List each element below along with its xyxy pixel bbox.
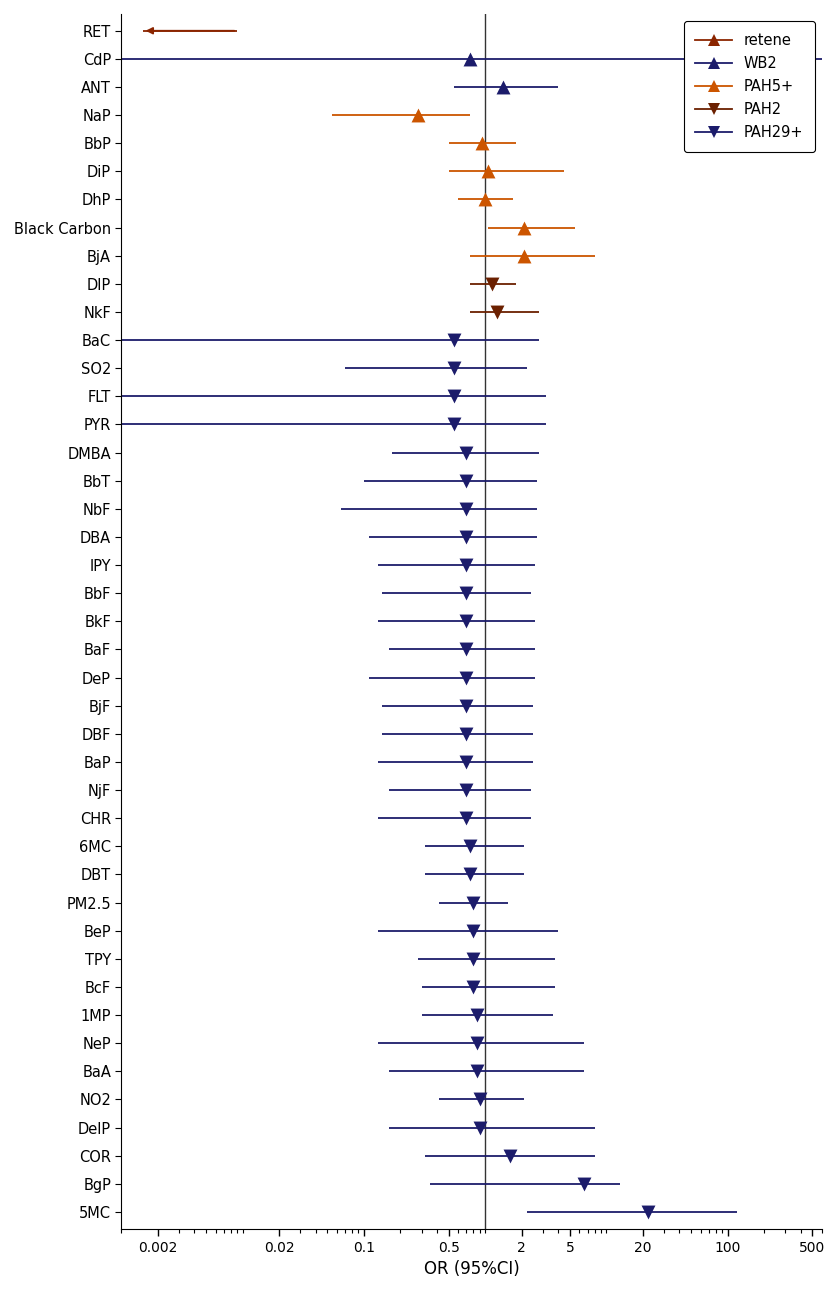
Point (459, 724, 473, 744)
Point (473, 1089, 486, 1110)
Point (459, 499, 473, 519)
Point (459, 554, 473, 575)
Point (459, 667, 473, 687)
Point (463, 836, 476, 857)
Point (447, 415, 460, 435)
Point (459, 752, 473, 773)
Point (463, 864, 476, 885)
Point (517, 245, 531, 266)
Point (467, 977, 480, 997)
Point (470, 1005, 483, 1026)
Point (475, 133, 489, 154)
Point (412, 105, 425, 125)
Point (577, 1173, 591, 1194)
Point (503, 1145, 517, 1165)
Point (491, 301, 504, 322)
Point (470, 1061, 483, 1081)
Point (467, 893, 480, 913)
Point (459, 695, 473, 716)
Point (459, 611, 473, 632)
Point (459, 470, 473, 491)
Point (459, 527, 473, 548)
Point (486, 274, 499, 295)
Legend: retene, WB2, PAH5+, PAH2, PAH29+: retene, WB2, PAH5+, PAH2, PAH29+ (684, 21, 815, 151)
Point (517, 217, 531, 238)
Point (467, 920, 480, 941)
Point (463, 49, 476, 70)
Point (473, 1118, 486, 1138)
Point (481, 162, 495, 182)
Point (641, 1202, 654, 1222)
Point (467, 948, 480, 969)
Point (447, 358, 460, 379)
Point (496, 76, 510, 97)
Point (447, 386, 460, 407)
Point (470, 1032, 483, 1053)
Point (479, 189, 492, 209)
Point (447, 329, 460, 350)
Point (459, 442, 473, 463)
Point (459, 640, 473, 660)
Point (459, 779, 473, 800)
X-axis label: OR (95%CI): OR (95%CI) (424, 1260, 520, 1278)
Point (459, 583, 473, 603)
Point (459, 808, 473, 828)
